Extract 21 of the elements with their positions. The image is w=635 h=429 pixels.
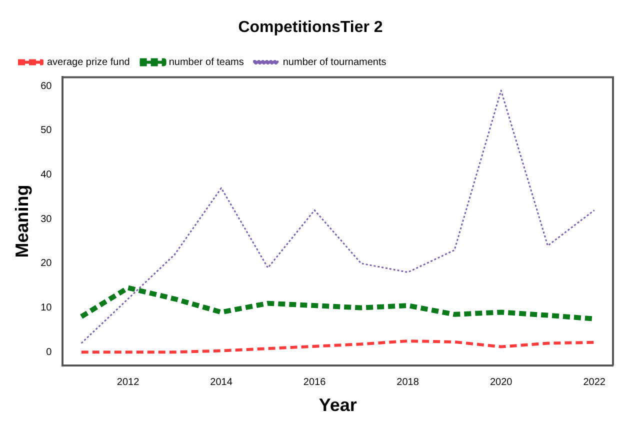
x-tick-label: 2012 [116,377,140,388]
chart-title: CompetitionsTier 2 [238,19,383,36]
line-series [80,340,596,354]
x-tick-label: 2014 [210,377,233,388]
x-axis-title: Year [318,395,357,416]
line-series [80,90,596,344]
y-tick-label: 60 [40,80,52,92]
y-tick-label: 50 [40,125,52,136]
x-tick-label: 2020 [490,377,513,388]
legend-label: average prize fund [47,56,130,68]
x-tick-label: 2022 [583,377,606,388]
legend-label: number of tournaments [282,56,386,68]
y-tick-label: 0 [46,346,52,358]
y-axis-title: Meaning [12,184,32,258]
y-tick-label: 40 [40,169,52,180]
x-tick-label: 2018 [396,377,420,388]
legend-label: number of teams [168,56,244,68]
y-tick-label: 30 [40,214,52,225]
x-tick-label: 2016 [303,377,326,388]
y-tick-label: 10 [40,302,52,314]
y-tick-label: 20 [40,258,52,270]
